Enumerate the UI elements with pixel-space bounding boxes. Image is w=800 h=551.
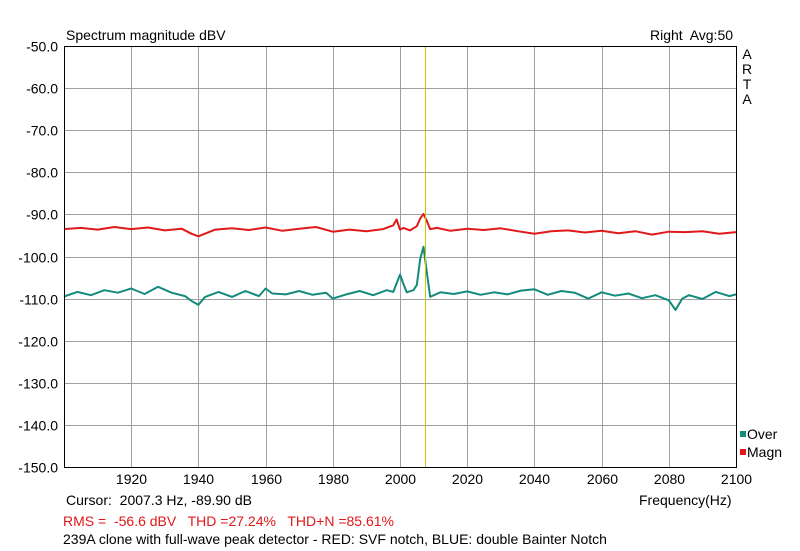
x-tick-label: 2000: [385, 471, 416, 487]
cursor-readout: Cursor: 2007.3 Hz, -89.90 dB: [66, 492, 252, 508]
y-tick-label: -130.0: [18, 376, 58, 392]
rms-thd-readout: RMS = -56.6 dBV THD =27.24% THD+N =85.61…: [63, 513, 394, 529]
legend-item-magn: Magn: [740, 444, 782, 460]
y-tick-label: -60.0: [26, 81, 58, 97]
x-tick-label: 1920: [116, 471, 147, 487]
legend-swatch-magn: [740, 449, 746, 455]
x-axis-label: Frequency(Hz): [639, 492, 732, 508]
x-tick-label: 2060: [587, 471, 618, 487]
grid-lines: [64, 46, 736, 468]
y-tick-label: -100.0: [18, 250, 58, 266]
y-tick-label: -120.0: [18, 334, 58, 350]
legend-label-magn: Magn: [747, 444, 783, 460]
series-line-over: [63, 245, 737, 311]
brand-letter: T: [742, 76, 752, 92]
x-tick-label: 2020: [452, 471, 483, 487]
y-tick-label: -110.0: [19, 292, 58, 308]
series-line-magn: [63, 213, 737, 238]
brand-letter: A: [742, 91, 752, 107]
x-tick-label: 1980: [318, 471, 349, 487]
brand-arta: A R T A: [740, 47, 754, 107]
x-tick-label: 1940: [183, 471, 214, 487]
x-tick-label: 2040: [519, 471, 550, 487]
y-tick-label: -90.0: [26, 207, 58, 223]
y-tick-label: -70.0: [26, 123, 58, 139]
legend-item-over: Over: [740, 426, 777, 442]
legend-label-over: Over: [747, 426, 778, 442]
brand-letter: A: [742, 46, 752, 62]
x-tick-label: 2100: [721, 471, 752, 487]
channel-average-info: Right Avg:50: [650, 27, 734, 43]
y-tick-labels: -50.0 -60.0 -70.0 -80.0 -90.0 -100.0 -110.0 -12…: [18, 39, 58, 476]
y-tick-label: -80.0: [26, 165, 58, 181]
x-tick-label: 2080: [654, 471, 685, 487]
y-tick-label: -50.0: [26, 39, 58, 55]
measurement-note: 239A clone with full-wave peak detector …: [63, 531, 607, 547]
y-tick-label: -140.0: [18, 418, 58, 434]
chart-title: Spectrum magnitude dBV: [66, 27, 226, 43]
x-tick-label: 1960: [251, 471, 282, 487]
x-tick-labels: 1920 1940 1960 1980 2000 2020 2040 2060 2080 2100: [116, 471, 752, 487]
series-layer: [63, 213, 737, 311]
legend-swatch-over: [740, 431, 746, 437]
brand-letter: R: [741, 61, 753, 77]
plot-border: [64, 46, 737, 468]
y-tick-label: -150.0: [18, 460, 58, 476]
plot-frame: [64, 46, 737, 468]
